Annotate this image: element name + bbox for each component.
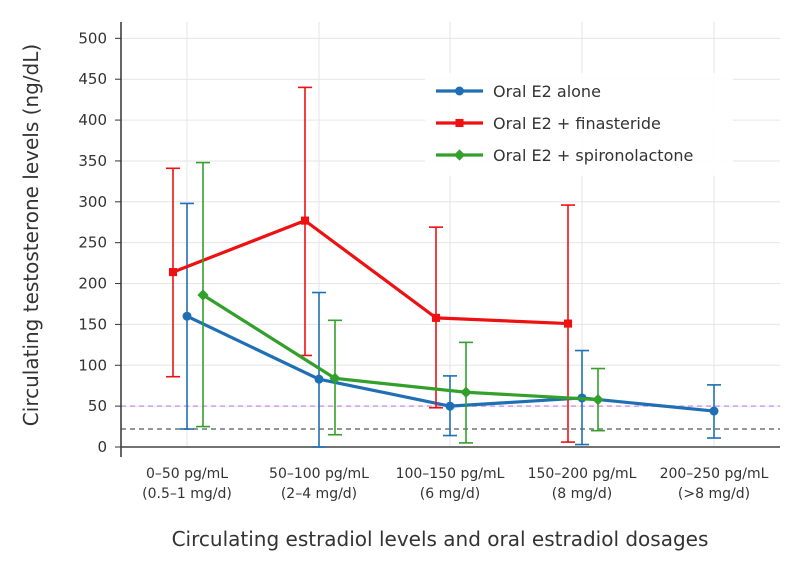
data-point <box>329 372 341 384</box>
axes <box>120 22 780 457</box>
y-axis-title: Circulating testosterone levels (ng/dL) <box>19 44 43 426</box>
x-tick-label: 0–50 pg/mL (0.5–1 mg/d) <box>142 466 232 502</box>
series <box>166 86 721 448</box>
y-tick-label: 450 <box>78 70 107 88</box>
x-tick-label-line: (0.5–1 mg/d) <box>142 486 232 502</box>
legend-item: Oral E2 + finasteride <box>436 114 661 133</box>
x-tick-label: 200–250 pg/mL (>8 mg/d) <box>660 466 769 502</box>
data-point <box>455 118 464 128</box>
y-tick-label: 400 <box>78 111 107 129</box>
y-tick-label: 500 <box>78 29 107 47</box>
x-tick-label-line: (6 mg/d) <box>420 486 480 502</box>
y-tick-label: 150 <box>78 315 107 333</box>
x-tick-label-line: (>8 mg/d) <box>678 486 750 502</box>
data-point <box>709 406 719 416</box>
legend-label: Oral E2 alone <box>493 82 601 101</box>
x-axis-title: Circulating estradiol levels and oral es… <box>172 527 709 551</box>
data-point <box>300 216 310 225</box>
y-tick-label: 50 <box>88 397 107 415</box>
data-point <box>460 386 472 398</box>
x-tick-label-line: (8 mg/d) <box>552 486 612 502</box>
legend-item: Oral E2 + spironolactone <box>436 146 693 165</box>
x-tick-label: 50–100 pg/mL (2–4 mg/d) <box>269 466 369 502</box>
x-ticks: 0–50 pg/mL (0.5–1 mg/d) 50–100 pg/mL (2–4 m… <box>142 466 768 502</box>
x-tick-label-line: 200–250 pg/mL <box>660 466 769 482</box>
y-tick-label: 250 <box>78 234 107 252</box>
data-point <box>563 319 573 328</box>
y-tick-label: 300 <box>78 193 107 211</box>
y-tick-label: 0 <box>97 438 107 456</box>
legend: Oral E2 alone Oral E2 + finasteride Oral E… <box>425 73 733 176</box>
legend-item: Oral E2 alone <box>436 82 601 101</box>
data-point <box>314 374 324 384</box>
x-tick-label-line: 50–100 pg/mL <box>269 466 369 482</box>
y-ticks: 0 50 100 150 200 250 300 350 400 450 500 <box>78 29 121 456</box>
series-line <box>202 293 599 402</box>
y-tick-label: 100 <box>78 356 107 374</box>
series-2 <box>166 86 575 443</box>
y-tick-label: 350 <box>78 152 107 170</box>
x-tick-label: 100–150 pg/mL (6 mg/d) <box>396 466 505 502</box>
legend-label: Oral E2 + spironolactone <box>493 146 693 165</box>
data-point <box>592 393 604 406</box>
y-tick-label: 200 <box>78 275 107 293</box>
data-point <box>453 149 466 161</box>
data-point <box>431 313 441 322</box>
series-line <box>172 219 569 326</box>
x-tick-label-line: (2–4 mg/d) <box>281 486 357 502</box>
x-tick-label-line: 0–50 pg/mL <box>146 466 228 482</box>
x-tick-label: 150–200 pg/mL (8 mg/d) <box>528 466 637 502</box>
series-3 <box>196 161 605 444</box>
data-point <box>168 268 178 277</box>
legend-label: Oral E2 + finasteride <box>493 114 661 133</box>
x-tick-label-line: 100–150 pg/mL <box>396 466 505 482</box>
x-tick-label-line: 150–200 pg/mL <box>528 466 637 482</box>
data-point <box>197 289 209 301</box>
data-point <box>182 311 192 321</box>
data-point <box>455 86 464 96</box>
data-point <box>445 401 455 411</box>
